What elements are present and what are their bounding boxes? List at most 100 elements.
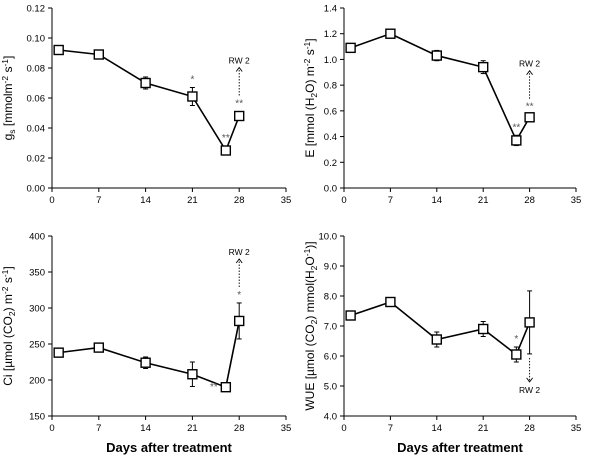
y-tick-label: 10.0: [319, 232, 338, 243]
rw-label: RW 2: [519, 59, 540, 69]
x-tick-label: 14: [140, 423, 151, 434]
y-tick-label: 150: [29, 412, 45, 423]
data-point: [345, 42, 356, 54]
y-tick-label: 8.0: [324, 292, 337, 303]
rw-label: RW 2: [229, 56, 250, 66]
x-tick-label: 35: [281, 423, 292, 434]
y-axis-label-part: 2: [309, 319, 319, 324]
y-tick-label: 0.0: [324, 184, 337, 195]
significance-marker: **: [210, 382, 218, 393]
x-tick-label: 0: [341, 195, 346, 206]
y-tick-label: 0.10: [27, 34, 46, 45]
series-line: [350, 301, 531, 356]
data-point: [511, 349, 522, 360]
rw-arrow-head: [526, 377, 533, 383]
data-point: [53, 347, 64, 358]
y-axis-label-part: s: [7, 129, 17, 133]
data-point: [140, 77, 151, 89]
y-axis-label-part: -1: [0, 59, 10, 67]
y-axis-label: Ci [µmol (CO2) m-2 s-1]: [0, 266, 17, 385]
x-tick-label: 7: [388, 423, 393, 434]
y-axis-label-part: -1: [302, 248, 312, 256]
x-tick-label: 7: [96, 423, 101, 434]
y-tick-label: 250: [29, 340, 45, 351]
x-tick-label: 14: [432, 195, 443, 206]
y-tick-label: 350: [29, 268, 45, 279]
x-tick-label: 7: [388, 195, 393, 206]
y-tick-label: 6.0: [324, 352, 337, 363]
significance-marker: **: [512, 122, 520, 133]
x-tick-label: 35: [571, 195, 582, 206]
y-tick-label: 0.6: [324, 106, 337, 117]
data-point: [431, 50, 442, 61]
panel-transpiration: 0 7 14 21 28 35 0.0 0.2 0.4 0.6 0.8 1.0 1.2 1.4 E [mmo…: [302, 4, 581, 207]
x-tick-label: 0: [49, 195, 54, 206]
data-point: [187, 91, 198, 102]
data-point: [220, 145, 232, 156]
x-tick-label: 28: [234, 195, 245, 206]
data-point: [220, 382, 232, 393]
y-axis-label-part: ]: [303, 38, 317, 41]
y-axis-label-part: 2: [309, 93, 319, 98]
y-tick-label: 0.02: [27, 154, 46, 165]
y-tick-label: 9.0: [324, 262, 337, 273]
significance-marker: *: [190, 75, 194, 86]
y-tick-label: 1.4: [324, 4, 337, 15]
y-axis-label-part: s: [303, 49, 317, 58]
y-axis-label: gs [mmolm-2 s-1]: [0, 56, 17, 141]
y-axis-label-part: s: [1, 67, 15, 76]
panel-ci: 0 7 14 21 28 35 150 200 250 300 350 400 Ci [µmol (CO…: [0, 232, 291, 456]
x-tick-label: 35: [281, 195, 292, 206]
y-axis-label-part: -2: [0, 76, 10, 84]
rw-arrow-head: [235, 66, 243, 72]
data-point: [524, 317, 535, 328]
data-point: [187, 369, 198, 380]
data-point: [385, 28, 396, 39]
data-point: [53, 44, 64, 56]
y-tick-label: 0.04: [27, 124, 46, 135]
y-axis-label-part: O) m: [303, 66, 317, 93]
data-point: [93, 342, 105, 353]
y-tick-label: 4.0: [324, 412, 337, 423]
x-tick-label: 0: [49, 423, 54, 434]
y-axis-label-part: E [mmol (H: [303, 98, 317, 158]
y-axis-label-part: ]: [1, 56, 15, 59]
y-tick-label: 0.06: [27, 94, 46, 105]
data-point: [140, 357, 151, 368]
x-tick-label: 21: [187, 195, 198, 206]
y-axis-label-part: O: [303, 256, 317, 265]
x-tick-label: 28: [234, 423, 245, 434]
y-axis-label-part: -1: [302, 41, 312, 49]
y-tick-label: 1.2: [324, 29, 337, 40]
data-point: [345, 310, 356, 321]
y-tick-label: 5.0: [324, 382, 337, 393]
y-axis-label-part: ]: [1, 266, 15, 269]
x-axis-label: Days after treatment: [106, 440, 232, 455]
series-line: [58, 320, 240, 389]
rw-label: RW 2: [229, 247, 250, 257]
x-tick-label: 7: [96, 195, 101, 206]
x-tick-label: 14: [432, 423, 443, 434]
rw-label: RW 2: [519, 385, 540, 395]
significance-marker: *: [237, 290, 241, 301]
x-tick-label: 21: [187, 423, 198, 434]
series-line: [350, 32, 531, 143]
significance-marker: *: [514, 334, 518, 345]
data-point: [478, 61, 489, 73]
y-axis-label-part: -2: [302, 58, 312, 66]
data-point: [431, 334, 442, 345]
y-axis-label-part: 2: [309, 265, 319, 270]
data-point: [93, 49, 105, 60]
y-axis-label-part: -2: [0, 286, 10, 294]
y-tick-label: 0.4: [324, 132, 337, 143]
y-tick-label: 1.0: [324, 55, 337, 66]
data-point: [511, 135, 522, 146]
y-tick-label: 0.2: [324, 158, 337, 169]
y-axis-label-part: s: [1, 277, 15, 286]
y-axis-label-part: ) mmol(H: [303, 270, 317, 319]
y-axis-label-part: 2: [7, 311, 17, 316]
data-point: [385, 296, 396, 308]
x-axis-label: Days after treatment: [397, 440, 523, 455]
